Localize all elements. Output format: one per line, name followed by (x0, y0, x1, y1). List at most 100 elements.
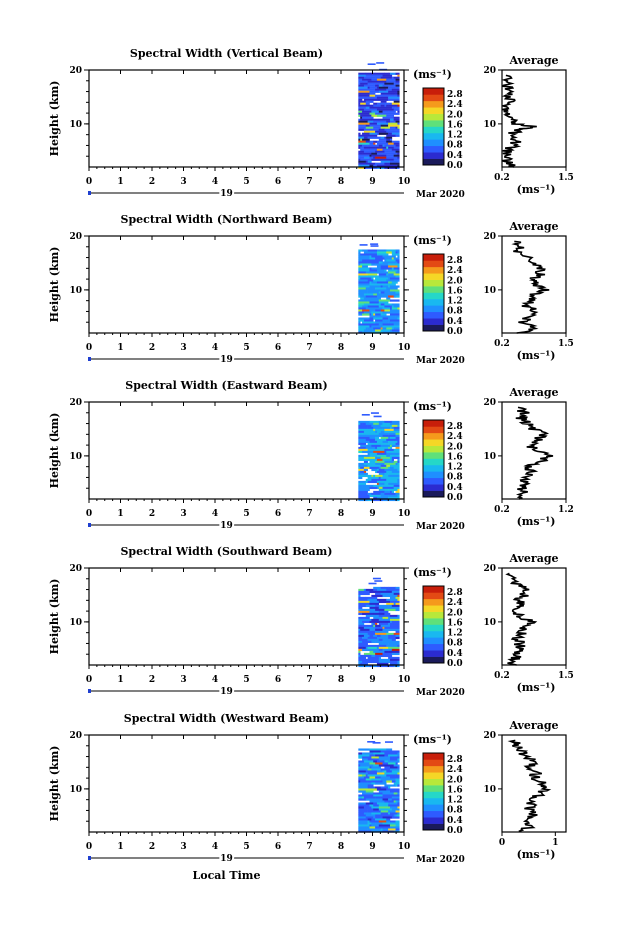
x-tick-label: 0 (86, 842, 92, 852)
heatmap-cell (380, 436, 389, 440)
heatmap-cell (382, 780, 387, 783)
y-axis-label: Height (km) (48, 247, 61, 323)
heatmap-cell (373, 164, 376, 167)
heatmap-cell (389, 120, 396, 123)
heatmap-cell (386, 138, 391, 141)
heatmap-cell (369, 804, 374, 807)
x-tick-label: 6 (275, 509, 281, 519)
heatmap-cells (358, 412, 400, 502)
heatmap-cell (378, 432, 389, 436)
heatmap-cell (369, 628, 376, 632)
heatmap-cell (362, 110, 372, 113)
heatmap-cell (369, 325, 372, 328)
heatmap-cell (376, 624, 381, 628)
heatmap-cell (358, 592, 370, 596)
colorbar-swatch (423, 254, 444, 261)
heatmap-cell (373, 106, 380, 109)
heatmap-cell (369, 136, 381, 139)
heatmap-cell (393, 154, 400, 157)
heatmap-cell (367, 279, 374, 282)
heatmap-cell (382, 327, 387, 330)
heatmap-cell (378, 472, 385, 476)
heatmap-cell (395, 259, 400, 262)
heatmap-cell (359, 244, 368, 246)
colorbar-tick-label: 2.8 (447, 90, 463, 100)
heatmap-cell (382, 158, 394, 161)
heatmap-cell (389, 313, 400, 316)
heatmap-cell (382, 652, 393, 656)
colorbar-swatch (423, 484, 444, 491)
heatmap-cell (375, 309, 381, 312)
heatmap-cell (388, 317, 398, 320)
heatmap-cell (393, 636, 396, 640)
heatmap-cell (358, 644, 365, 648)
colorbar-swatch (423, 439, 444, 446)
heatmap-cell (367, 261, 380, 264)
heatmap-cell (388, 90, 398, 93)
heatmap-cell (358, 496, 370, 500)
heatmap-cell (380, 810, 389, 813)
heatmap-cell (358, 648, 363, 652)
heatmap-cell (373, 415, 382, 418)
heatmap-cell (384, 752, 393, 755)
heatmap-cell (367, 86, 370, 89)
heatmap-cells (358, 62, 400, 169)
heatmap-cell (369, 650, 374, 654)
heatmap-cell (389, 309, 400, 312)
heatmap-cell (373, 291, 380, 294)
colorbar-swatch (423, 452, 444, 459)
heatmap-cell (386, 106, 393, 109)
heatmap-cell (378, 806, 391, 809)
heatmap-cell (373, 612, 385, 616)
x-tick-label: 4 (212, 675, 218, 685)
heatmap-cell (376, 798, 380, 801)
heatmap-cell (363, 776, 370, 779)
heatmap-cell (389, 329, 393, 332)
heatmap-cell (382, 255, 391, 258)
plot-frame (88, 567, 405, 666)
colorbar-swatch (423, 656, 444, 664)
x-tick-label: 6 (275, 675, 281, 685)
heatmap-cell (367, 275, 380, 278)
heatmap-cell (369, 315, 376, 318)
heatmap-cell (395, 144, 400, 147)
heatmap-cell (388, 265, 398, 268)
heatmap-cell (358, 160, 367, 163)
heatmap-cell (367, 498, 372, 502)
heatmap-cell (369, 142, 374, 145)
heatmap-cell (389, 596, 396, 600)
heatmap-cell (376, 269, 385, 272)
x-tick-label: 7 (306, 509, 312, 519)
average-title: Average (508, 54, 558, 67)
heatmap-cell (395, 828, 400, 831)
heatmap-cell (375, 816, 383, 819)
heatmap-cell (375, 628, 383, 632)
heatmap-cell (358, 494, 370, 498)
heatmap-cell (358, 822, 368, 825)
heatmap-cell (371, 606, 380, 610)
heatmap-cell (371, 118, 380, 121)
heatmap-cell (386, 120, 391, 123)
heatmap-cell (358, 146, 361, 149)
heatmap-cell (393, 273, 400, 276)
heatmap-cell (376, 84, 380, 87)
colorbar-tick-label: 2.8 (447, 588, 463, 598)
heatmap-cell (362, 612, 374, 616)
colorbar-swatch (423, 772, 444, 779)
heatmap-cell (362, 636, 368, 640)
heatmap-cells (358, 243, 400, 334)
heatmap-cell (371, 114, 378, 117)
heatmap-cell (382, 440, 389, 444)
colorbar-tick-label: 2.4 (447, 765, 463, 775)
heatmap-cell (360, 662, 363, 666)
colorbar-unit-label: (ms⁻¹) (413, 566, 452, 579)
heatmap-cell (395, 120, 400, 123)
heatmap-cell (371, 110, 380, 113)
heatmap-cell (367, 273, 378, 276)
heatmap-cell (358, 810, 368, 813)
heatmap-cell (358, 329, 365, 332)
heatmap-cell (388, 146, 394, 149)
heatmap-cell (382, 474, 389, 478)
heatmap-cell (358, 824, 370, 827)
colorbar-swatch (423, 785, 444, 792)
